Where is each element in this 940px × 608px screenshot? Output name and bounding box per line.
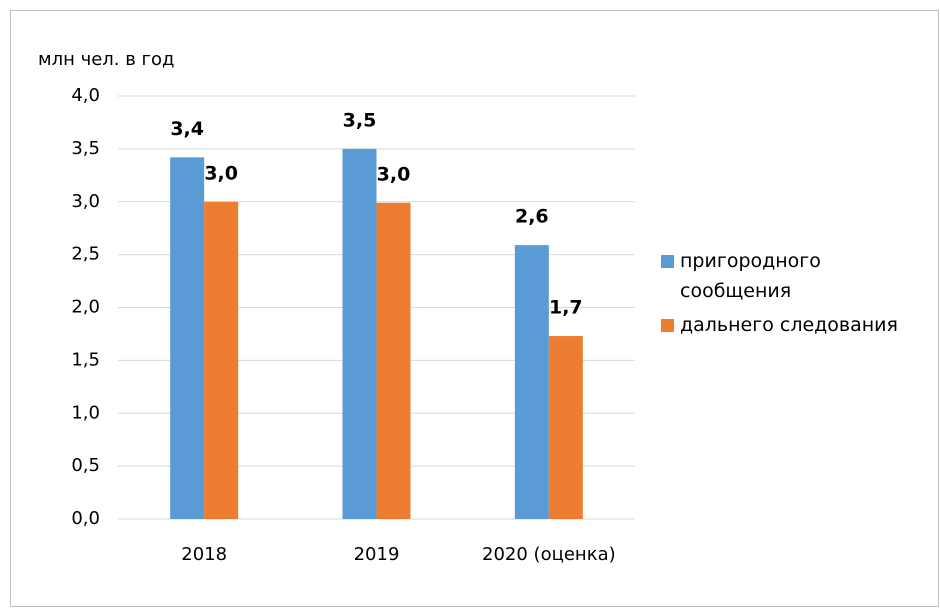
chart-border xyxy=(10,10,939,607)
bar xyxy=(342,148,377,519)
y-tick-label: 4,0 xyxy=(71,85,100,106)
legend-item: дальнего следования xyxy=(661,310,940,340)
value-label: 3,0 xyxy=(377,163,411,185)
bar xyxy=(204,201,239,519)
bar xyxy=(170,157,205,519)
legend-swatch xyxy=(661,255,674,268)
legend-item: пригородного сообщения xyxy=(661,246,940,306)
bar xyxy=(514,245,549,520)
y-tick-label: 3,5 xyxy=(71,138,100,159)
value-label: 1,7 xyxy=(549,297,583,319)
value-label: 3,4 xyxy=(170,118,204,140)
legend-label: дальнего следования xyxy=(680,314,898,336)
y-tick-label: 1,0 xyxy=(71,402,100,423)
x-tick-label: 2018 xyxy=(181,544,227,565)
x-tick-label: 2019 xyxy=(354,544,400,565)
y-tick-label: 2,0 xyxy=(71,297,100,318)
y-tick-label: 2,5 xyxy=(71,244,100,265)
legend: пригородного сообщения дальнего следовани… xyxy=(661,246,940,344)
bar xyxy=(548,336,583,519)
legend-swatch xyxy=(661,319,674,332)
y-tick-label: 3,0 xyxy=(71,191,100,212)
y-axis-label: млн чел. в год xyxy=(38,49,174,70)
y-tick-label: 0,5 xyxy=(71,455,100,476)
x-tick-label: 2020 (оценка) xyxy=(482,544,616,565)
value-label: 2,6 xyxy=(515,206,549,228)
value-label: 3,5 xyxy=(343,109,377,131)
y-tick-label: 0,0 xyxy=(71,508,100,529)
bar xyxy=(376,202,411,519)
legend-label: пригородного сообщения xyxy=(680,250,821,302)
value-label: 3,0 xyxy=(204,162,238,184)
y-tick-label: 1,5 xyxy=(71,349,100,370)
